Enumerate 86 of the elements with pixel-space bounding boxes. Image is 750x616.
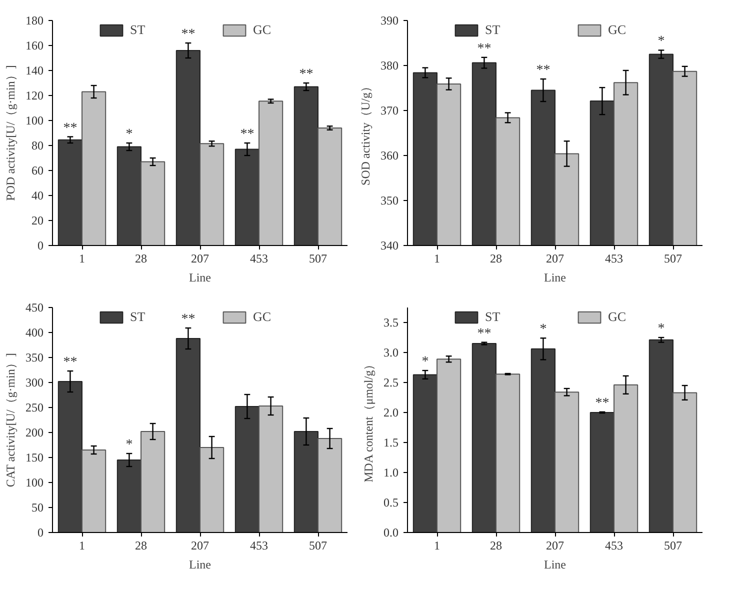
y-tick-label: 370 <box>380 104 398 118</box>
y-tick-label: 360 <box>380 148 398 162</box>
y-tick-label: 400 <box>26 326 44 340</box>
x-tick-label: 507 <box>309 252 327 266</box>
y-tick-label: 100 <box>26 476 44 490</box>
legend-label: GC <box>608 309 628 325</box>
x-axis-title: Line <box>189 270 212 284</box>
y-axis-title: CAT activity[U/（g·min）] <box>4 353 18 488</box>
x-tick-label: 28 <box>135 538 147 552</box>
y-tick-label: 40 <box>32 188 44 202</box>
legend-label: ST <box>130 22 146 38</box>
y-tick-label: 0.0 <box>384 526 398 540</box>
annotation: * <box>540 322 547 338</box>
y-tick-label: 450 <box>26 300 44 314</box>
x-tick-label: 1 <box>434 252 440 266</box>
y-tick-label: 180 <box>26 14 44 28</box>
annotation: * <box>422 354 429 370</box>
y-tick-label: 3.5 <box>384 316 398 330</box>
x-axis-title: Line <box>189 558 212 572</box>
y-tick-label: 350 <box>26 350 44 364</box>
y-tick-label: 0 <box>38 526 44 540</box>
legend-label: GC <box>253 22 272 38</box>
x-tick-label: 453 <box>250 538 268 552</box>
annotation: * <box>126 127 133 142</box>
x-tick-label: 507 <box>664 252 682 266</box>
x-tick-label: 207 <box>546 252 564 266</box>
annotation: ** <box>181 312 196 327</box>
x-tick-label: 1 <box>79 252 85 266</box>
x-tick-label: 28 <box>490 538 502 552</box>
x-tick-label: 28 <box>135 252 147 266</box>
x-tick-label: 453 <box>250 252 268 266</box>
x-tick-label: 453 <box>605 252 623 266</box>
x-tick-label: 207 <box>546 538 564 552</box>
y-tick-label: 350 <box>380 194 398 208</box>
y-tick-label: 20 <box>32 214 44 228</box>
annotation: * <box>658 322 665 336</box>
legend-label: GC <box>608 22 628 38</box>
y-tick-label: 3.0 <box>384 346 398 360</box>
annotation: ** <box>536 63 550 78</box>
annotation: ** <box>299 67 314 82</box>
annotation: ** <box>595 396 610 411</box>
y-axis-title: MDA content（μmol/g） <box>362 358 376 482</box>
y-axis-title: SOD activity（U/g） <box>358 80 372 186</box>
y-tick-label: 300 <box>26 376 44 390</box>
y-tick-label: 50 <box>32 500 44 514</box>
annotation: * <box>658 34 665 50</box>
x-tick-label: 453 <box>605 538 623 552</box>
y-axis-title: POD activity[U/（g·min）] <box>4 65 18 201</box>
x-tick-label: 1 <box>79 538 85 552</box>
x-axis-title: Line <box>544 270 566 284</box>
y-tick-label: 340 <box>380 238 398 252</box>
annotation: ** <box>63 120 78 136</box>
y-tick-label: 200 <box>26 426 44 440</box>
y-tick-label: 60 <box>32 164 44 178</box>
y-tick-label: 1.5 <box>384 436 398 450</box>
y-tick-label: 250 <box>26 400 44 414</box>
y-tick-label: 140 <box>26 64 44 78</box>
y-tick-label: 1.0 <box>384 466 398 480</box>
x-axis-title: Line <box>544 558 566 572</box>
y-tick-label: 120 <box>26 88 44 102</box>
x-tick-label: 1 <box>434 538 440 552</box>
y-tick-label: 80 <box>32 138 44 152</box>
annotation: ** <box>477 326 492 342</box>
annotation: ** <box>477 41 492 56</box>
legend-label: ST <box>130 309 146 325</box>
x-tick-label: 28 <box>490 252 502 266</box>
x-tick-label: 207 <box>191 538 209 552</box>
y-tick-label: 150 <box>26 450 44 464</box>
annotation: ** <box>181 27 196 42</box>
x-tick-label: 507 <box>309 538 327 552</box>
legend-label: ST <box>485 309 502 325</box>
legend-label: ST <box>485 22 502 38</box>
y-tick-label: 0.5 <box>384 496 398 510</box>
x-tick-label: 207 <box>191 252 209 266</box>
y-tick-label: 0 <box>38 238 44 252</box>
x-tick-label: 507 <box>664 538 682 552</box>
y-tick-label: 2.0 <box>384 406 398 420</box>
annotation: ** <box>240 127 254 142</box>
y-tick-label: 390 <box>380 14 398 28</box>
y-tick-label: 100 <box>26 114 44 128</box>
y-tick-label: 2.5 <box>384 376 398 390</box>
y-tick-label: 380 <box>380 58 398 72</box>
annotation: * <box>126 438 133 452</box>
legend-label: GC <box>253 309 272 325</box>
annotation: ** <box>63 355 78 370</box>
y-tick-label: 160 <box>26 38 44 52</box>
